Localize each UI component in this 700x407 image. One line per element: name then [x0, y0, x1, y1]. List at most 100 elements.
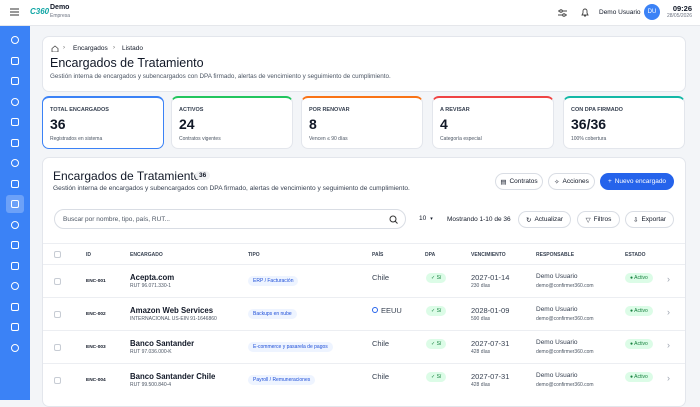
owner-name: Demo Usuario [536, 273, 578, 280]
stat-note: 100% cobertura [571, 136, 607, 142]
row-sub: RUT 97.036.000-K [130, 349, 172, 355]
column-header: ENCARGADO [130, 252, 163, 258]
actions-button[interactable]: ✧ Acciones [548, 173, 595, 190]
column-header: ESTADO [625, 252, 646, 258]
nav-item[interactable] [6, 195, 24, 213]
export-button[interactable]: ⇩ Exportar [625, 211, 674, 228]
table-row[interactable]: ENC-001 Acepta.com RUT 96.071.330-1 ERP / F… [43, 264, 685, 297]
column-header: TIPO [248, 252, 260, 258]
button-label: Contratos [509, 178, 538, 185]
stat-label: A REVISAR [440, 107, 470, 113]
stat-card[interactable]: A REVISAR 4 Categoría especial [432, 96, 554, 149]
nav-item[interactable] [9, 261, 21, 271]
type-pill: ERP / Facturación [248, 276, 299, 286]
nav-item[interactable] [9, 56, 21, 66]
list-subtitle: Gestión interna de encargados y subencar… [53, 185, 410, 192]
row-name[interactable]: Banco Santander Chile [130, 372, 216, 381]
table-row[interactable]: ENC-003 Banco Santander RUT 97.036.000-K E-… [43, 330, 685, 363]
column-header: VENCIMIENTO [471, 252, 506, 258]
menu-button[interactable] [10, 8, 19, 16]
stat-card[interactable]: TOTAL ENCARGADOS 36 Registrados en sistema [42, 96, 164, 149]
refresh-button[interactable]: ↻ Actualizar [518, 211, 571, 228]
page-size-select[interactable]: 10 ▾ [419, 215, 433, 222]
breadcrumb-separator: › [63, 45, 65, 51]
checkbox[interactable] [54, 344, 61, 351]
button-label: Exportar [641, 216, 667, 223]
owner-name: Demo Usuario [536, 372, 578, 379]
owner-email: demo@confirmer360.com [536, 283, 594, 289]
row-name[interactable]: Acepta.com [130, 273, 175, 282]
nav-item[interactable] [9, 138, 21, 148]
row-sub: INTERNACIONAL US-EIN 91-1646860 [130, 316, 217, 322]
nav-item[interactable] [9, 281, 21, 291]
search-icon [389, 215, 398, 224]
contracts-button[interactable]: ▤ Contratos [495, 173, 543, 190]
new-button[interactable]: + Nuevo encargado [600, 173, 674, 190]
checkbox[interactable] [54, 377, 61, 384]
stat-note: Vencen ≤ 90 días [309, 136, 348, 142]
due-days: 230 días [471, 283, 491, 289]
showing-text: Mostrando 1-10 de 36 [447, 216, 511, 223]
breadcrumb-link[interactable]: Encargados [73, 45, 108, 52]
page-subtitle: Gestión interna de encargados y subencar… [50, 73, 391, 80]
row-chevron[interactable]: › [667, 340, 670, 350]
clock-time: 09:26 [672, 4, 692, 13]
top-bar: C360 Demo Empresa Demo Usuario DU 09:26 … [0, 0, 700, 26]
row-chevron[interactable]: › [667, 274, 670, 284]
row-id: ENC-002 [86, 312, 106, 317]
row-chevron[interactable]: › [667, 373, 670, 383]
status-pill: ● Activo [625, 339, 653, 349]
nav-item[interactable] [9, 220, 21, 230]
checkbox[interactable] [54, 278, 61, 285]
checkbox[interactable] [54, 251, 61, 258]
column-header: PAÍS [372, 252, 384, 258]
stat-note: Categoría especial [440, 136, 482, 142]
row-name[interactable]: Amazon Web Services [130, 306, 214, 315]
brand-logo[interactable]: C360 [30, 7, 50, 16]
row-country: Chile [372, 372, 390, 381]
owner-email: demo@confirmer360.com [536, 316, 594, 322]
dpa-pill: ✓ Sí [426, 339, 447, 349]
checkbox[interactable] [54, 311, 61, 318]
nav-item[interactable] [9, 322, 21, 332]
owner-email: demo@confirmer360.com [536, 349, 594, 355]
notifications-button[interactable] [581, 8, 589, 17]
button-label: Actualizar [534, 216, 563, 223]
nav-item[interactable] [9, 117, 21, 127]
nav-item[interactable] [9, 76, 21, 86]
dpa-value: Sí [436, 308, 442, 314]
home-icon[interactable] [51, 45, 59, 52]
toggle-icon[interactable] [558, 9, 567, 17]
stat-card[interactable]: POR RENOVAR 8 Vencen ≤ 90 días [301, 96, 423, 149]
nav-item[interactable] [9, 158, 21, 168]
button-label: Acciones [562, 178, 589, 185]
breadcrumb-separator: › [113, 45, 115, 51]
status-pill: ● Activo [625, 372, 653, 382]
stat-card[interactable]: ACTIVOS 24 Contratos vigentes [171, 96, 293, 149]
type-pill: Payroll / Remuneraciones [248, 375, 316, 385]
owner-name: Demo Usuario [536, 306, 578, 313]
nav-item[interactable] [9, 240, 21, 250]
nav-item[interactable] [9, 179, 21, 189]
table-row[interactable]: ENC-004 Banco Santander Chile RUT 99.500.8… [43, 363, 685, 396]
nav-item[interactable] [9, 302, 21, 312]
table: ID ENCARGADO TIPO PAÍS DPA VENCIMIENTO RESPONS… [43, 243, 685, 403]
row-name[interactable]: Banco Santander [130, 339, 195, 348]
row-chevron[interactable]: › [667, 307, 670, 317]
dpa-pill: ✓ Sí [426, 306, 447, 316]
table-row[interactable]: ENC-002 Amazon Web Services INTERNACIONAL … [43, 297, 685, 330]
page-size: 10 [419, 215, 427, 222]
clock-date: 28/05/2026 [666, 13, 692, 19]
status-value: Activo [634, 341, 648, 347]
dpa-value: Sí [436, 374, 442, 380]
due-date: 2027-01-14 [471, 273, 510, 282]
nav-item[interactable] [9, 35, 21, 45]
search-input[interactable]: Buscar por nombre, tipo, país, RUT... [54, 209, 406, 229]
stat-note: Contratos vigentes [179, 136, 221, 142]
stat-card[interactable]: CON DPA FIRMADO 36/36 100% cobertura [563, 96, 685, 149]
user-avatar[interactable]: DU [644, 4, 660, 20]
nav-item[interactable] [9, 97, 21, 107]
filter-button[interactable]: ▽ Filtros [577, 211, 620, 228]
nav-item[interactable] [9, 343, 21, 353]
user-name[interactable]: Demo Usuario [599, 9, 641, 16]
